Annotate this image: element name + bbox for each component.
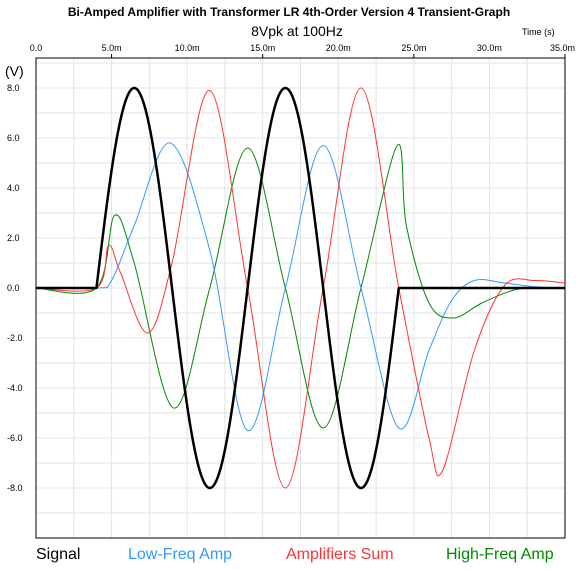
plot-border [35, 57, 566, 539]
plot-frame [35, 57, 566, 539]
y-tick-label: 0.0 [7, 283, 20, 293]
x-tick-label: 5.0m [102, 43, 122, 53]
x-tick-labels: 0.0 10.0m 20.0m 30.0m 5.0m 15.0m 25.0m 35.0m [30, 43, 575, 58]
x-tick-label: 25.0m [401, 43, 426, 53]
chart-subtitle: 8Vpk at 100Hz [251, 23, 343, 39]
legend-entry-high-freq-amp: High-Freq Amp [446, 546, 554, 563]
series-line-signal [35, 86, 566, 490]
x-axis-label: Time (s) [522, 27, 555, 37]
series-lines [35, 86, 566, 490]
y-axis-label: (V) [5, 63, 24, 79]
x-tick-label: 30.0m [477, 43, 502, 53]
series-line-high-freq-amp [35, 143, 566, 429]
x-tick-label: 10.0m [175, 43, 200, 53]
legend-entry-amplifiers-sum: Amplifiers Sum [286, 546, 394, 563]
y-tick-label: -4.0 [7, 383, 23, 393]
y-tick-labels: 8.0 6.0 4.0 2.0 0.0 -2.0 -4.0 -6.0 -8.0 [7, 83, 23, 493]
x-tick-label: 0.0 [30, 43, 43, 53]
legend: Signal Low-Freq Amp Amplifiers Sum High-Fre… [36, 546, 554, 563]
y-tick-label: -6.0 [7, 433, 23, 443]
y-tick-label: 6.0 [7, 133, 20, 143]
x-tick-label: 20.0m [326, 43, 351, 53]
y-tick-label: 8.0 [7, 83, 20, 93]
legend-entry-low-freq-amp: Low-Freq Amp [128, 546, 232, 563]
legend-entry-signal: Signal [36, 546, 80, 563]
x-tick-label: 35.0m [550, 43, 575, 53]
series-line-low-freq-amp [35, 142, 566, 432]
x-tick-label: 15.0m [250, 43, 275, 53]
y-tick-label: -2.0 [7, 333, 23, 343]
y-tick-label: 2.0 [7, 233, 20, 243]
y-tick-label: 4.0 [7, 183, 20, 193]
y-tick-label: -8.0 [7, 483, 23, 493]
series-line-amplifiers-sum [35, 87, 566, 489]
chart-title: Bi-Amped Amplifier with Transformer LR 4… [68, 5, 510, 19]
